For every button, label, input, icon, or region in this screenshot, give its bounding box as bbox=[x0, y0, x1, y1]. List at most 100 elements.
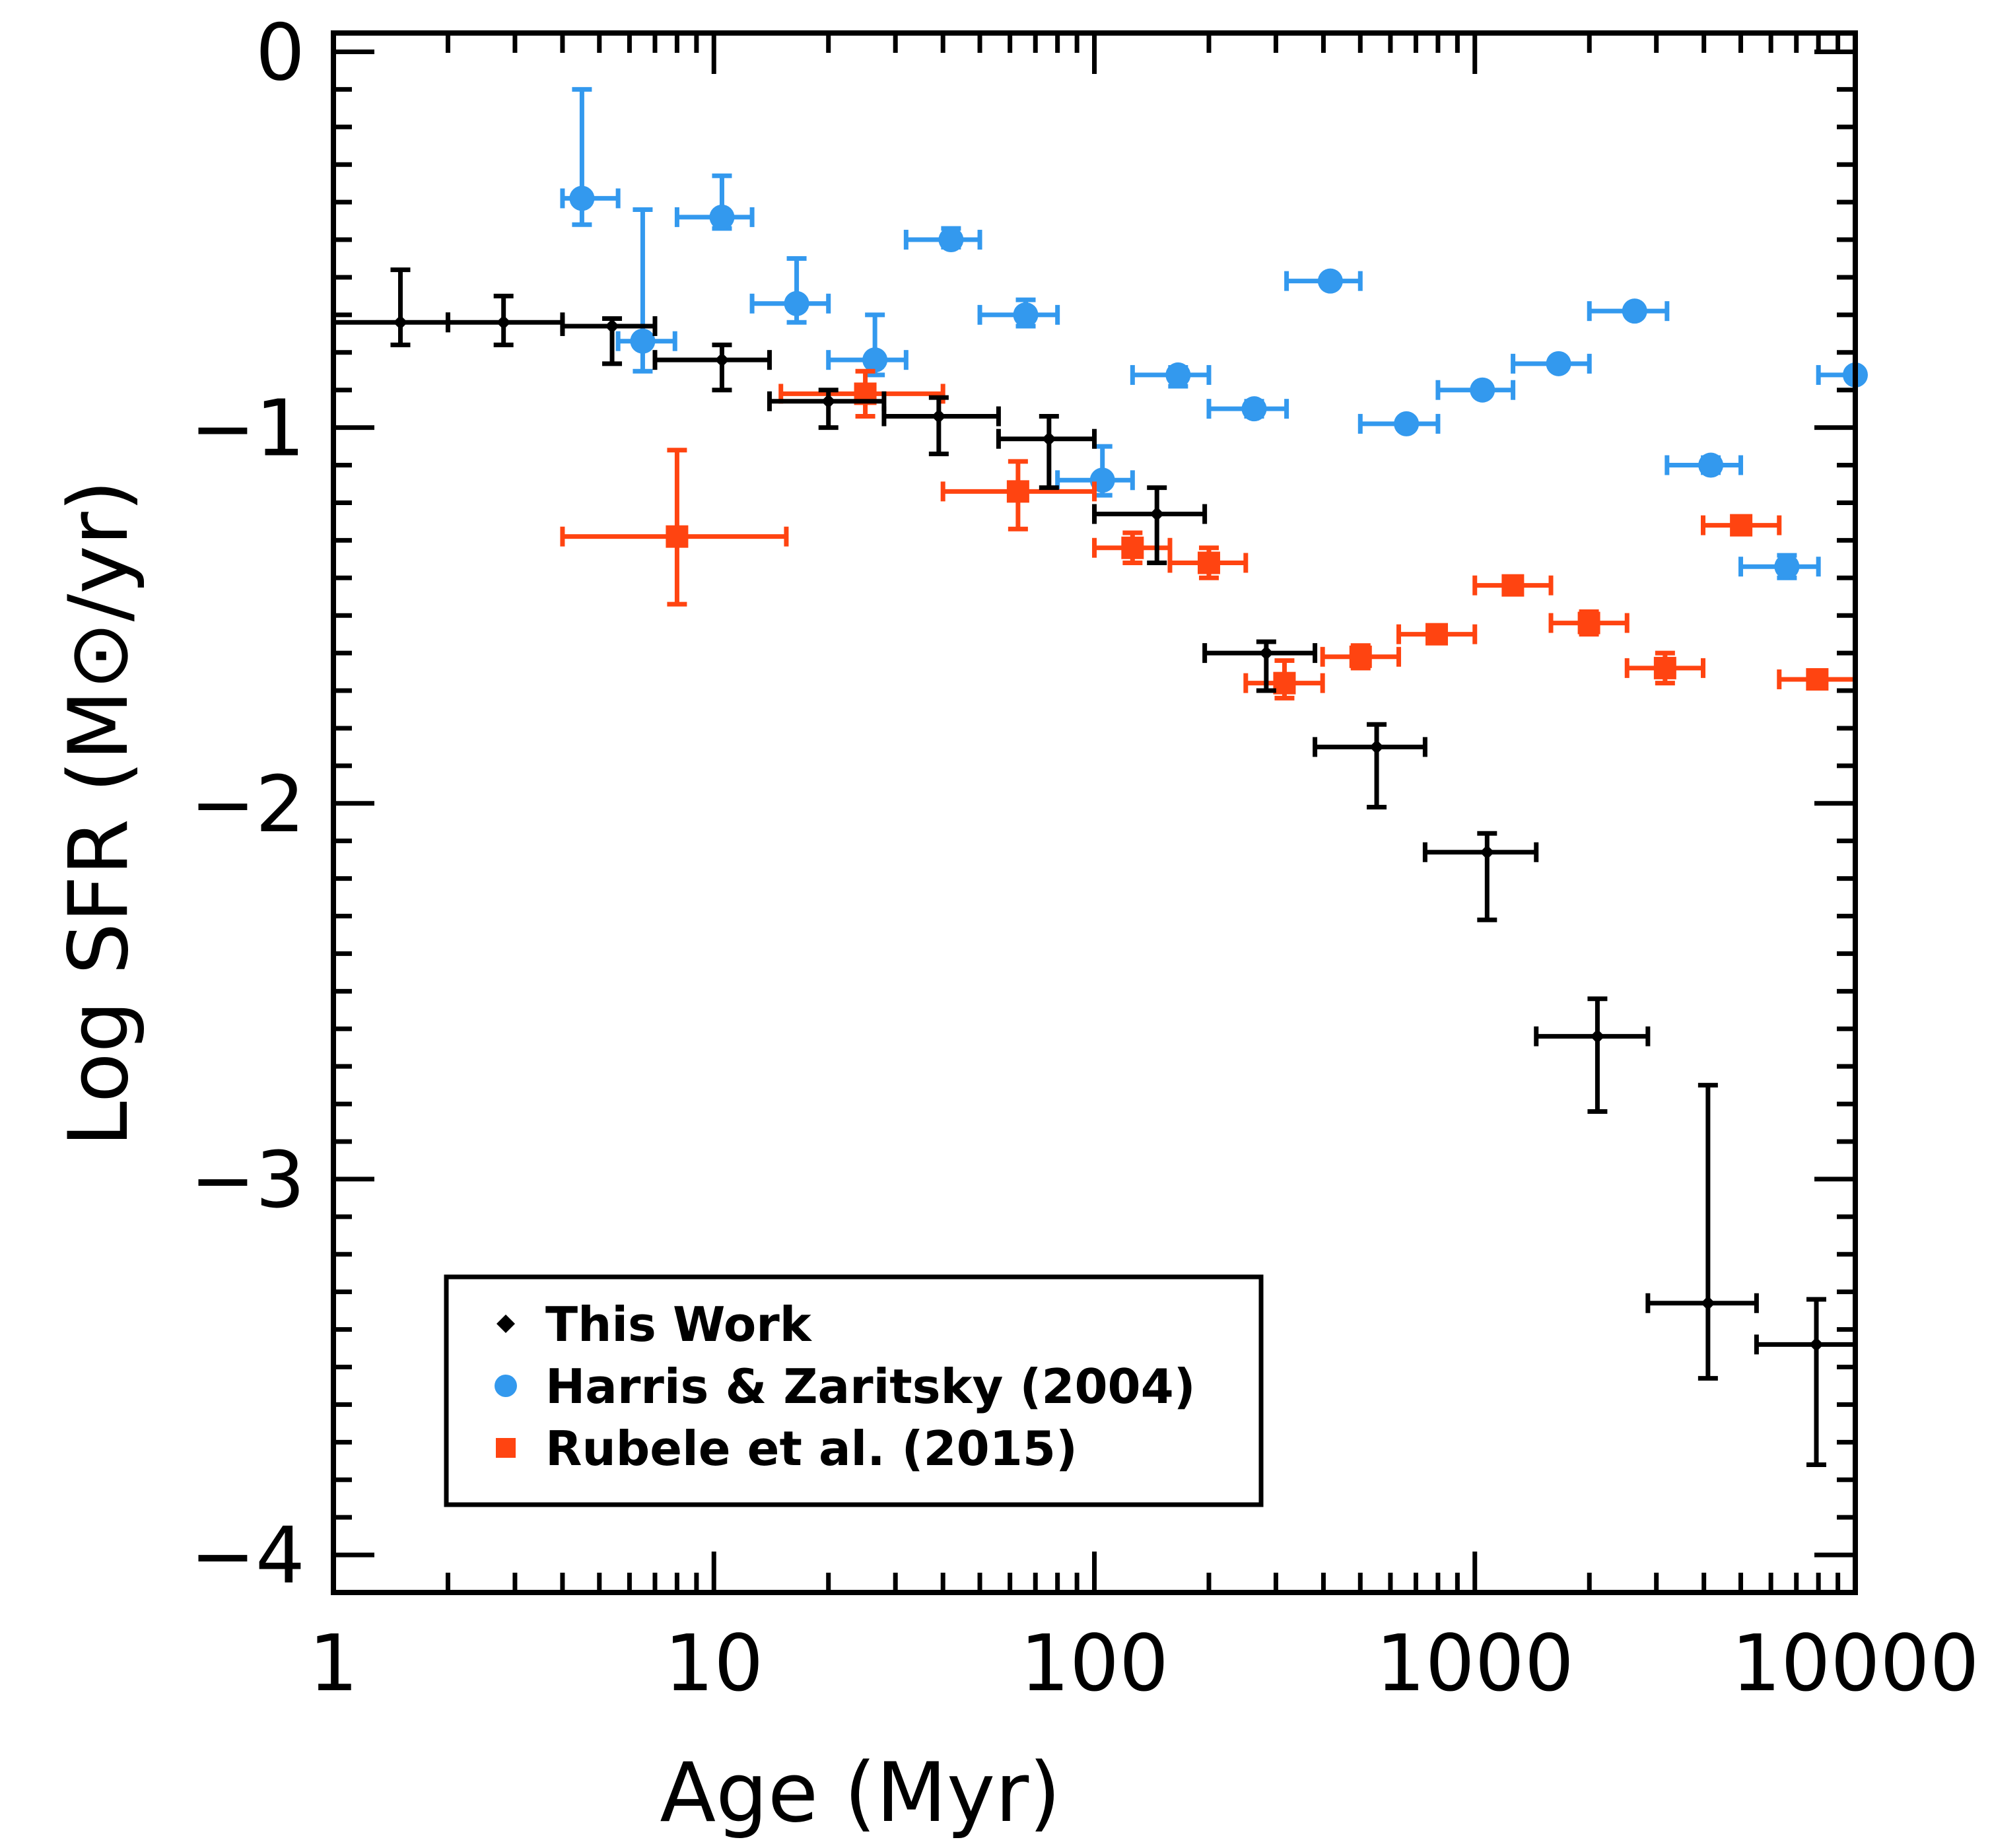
data-point bbox=[977, 297, 1060, 329]
marker-circle bbox=[630, 328, 656, 354]
data-point bbox=[826, 312, 909, 378]
marker-circle bbox=[1470, 377, 1495, 403]
data-point bbox=[881, 395, 1001, 456]
marker-diamond bbox=[1258, 646, 1274, 661]
marker-square bbox=[1806, 667, 1829, 691]
marker-square bbox=[1349, 645, 1372, 668]
data-point bbox=[1130, 362, 1212, 389]
data-point bbox=[749, 256, 831, 325]
y-tick-label: −3 bbox=[190, 1134, 305, 1225]
marker-circle bbox=[1394, 411, 1420, 436]
y-axis-title: Log SFR (M⊙/yr) bbox=[51, 480, 147, 1147]
data-point bbox=[560, 86, 621, 227]
marker-circle bbox=[1317, 268, 1343, 294]
legend-label: Rubele et al. (2015) bbox=[545, 1421, 1078, 1476]
marker-diamond bbox=[1480, 844, 1495, 860]
marker-circle bbox=[1013, 302, 1039, 327]
data-point bbox=[1511, 351, 1592, 376]
marker-circle bbox=[938, 227, 964, 253]
data-point bbox=[1738, 553, 1821, 580]
data-point bbox=[940, 459, 1097, 531]
data-point bbox=[1357, 411, 1441, 436]
data-point bbox=[1472, 574, 1554, 597]
data-point bbox=[445, 293, 565, 347]
x-tick-label: 100 bbox=[1020, 1618, 1169, 1709]
marker-circle bbox=[1622, 298, 1647, 324]
marker-circle bbox=[1774, 554, 1800, 580]
marker-diamond bbox=[714, 353, 730, 368]
marker-square bbox=[1273, 671, 1296, 695]
x-tick-label: 10000 bbox=[1731, 1618, 1979, 1709]
marker-circle bbox=[1698, 452, 1724, 478]
x-axis-title: Age (Myr) bbox=[660, 1746, 1060, 1841]
x-tick-label: 10 bbox=[664, 1618, 763, 1709]
legend-label: This Work bbox=[545, 1297, 813, 1352]
y-tick-label: −1 bbox=[190, 383, 305, 474]
marker-diamond bbox=[821, 394, 836, 409]
data-point bbox=[652, 342, 772, 393]
marker-diamond bbox=[1590, 1029, 1605, 1044]
data-point bbox=[996, 414, 1097, 491]
legend-box bbox=[444, 1274, 1264, 1507]
marker-square bbox=[1577, 611, 1600, 634]
data-point bbox=[1202, 639, 1318, 693]
data-series bbox=[331, 86, 1868, 1467]
data-point bbox=[1624, 650, 1705, 686]
axis-tick-labels: 1 10 100 1000 10000 0 −1 −2 −3 −4 bbox=[190, 7, 1979, 1709]
data-point bbox=[1664, 452, 1744, 478]
marker-diamond bbox=[1700, 1295, 1715, 1311]
marker-circle bbox=[1546, 351, 1571, 376]
data-point bbox=[1320, 643, 1402, 671]
series-rubele-et-al-2015- bbox=[560, 368, 1858, 701]
data-point bbox=[1092, 485, 1208, 566]
data-point bbox=[1313, 722, 1427, 809]
y-tick-label: −2 bbox=[190, 759, 305, 850]
data-point bbox=[1284, 268, 1363, 294]
data-point bbox=[1435, 377, 1516, 403]
data-point bbox=[1422, 831, 1539, 922]
marker-square bbox=[1653, 656, 1676, 679]
data-point bbox=[1548, 609, 1630, 637]
marker-circle bbox=[1241, 396, 1267, 422]
marker-diamond bbox=[393, 315, 408, 330]
marker-square bbox=[1730, 514, 1753, 537]
x-tick-label: 1 bbox=[308, 1618, 358, 1709]
marker-square bbox=[666, 525, 689, 548]
marker-square bbox=[496, 1438, 516, 1458]
series-harris-zaritsky-2004- bbox=[560, 86, 1868, 580]
data-point bbox=[1243, 658, 1325, 701]
marker-diamond bbox=[931, 409, 946, 424]
data-point bbox=[1534, 996, 1651, 1114]
marker-circle bbox=[495, 1375, 517, 1397]
marker-square bbox=[1501, 574, 1525, 597]
marker-square bbox=[1121, 536, 1144, 559]
marker-diamond bbox=[1041, 431, 1056, 446]
legend-entry: This Work bbox=[497, 1297, 813, 1352]
marker-square bbox=[1006, 480, 1029, 503]
marker-diamond bbox=[1369, 739, 1385, 755]
marker-diamond bbox=[605, 318, 620, 333]
marker-circle bbox=[569, 186, 595, 211]
legend-entry: Rubele et al. (2015) bbox=[496, 1421, 1078, 1476]
data-point bbox=[1206, 396, 1289, 422]
legend-entry: Harris & Zaritsky (2004) bbox=[495, 1359, 1196, 1414]
marker-circle bbox=[862, 347, 888, 373]
marker-circle bbox=[1165, 362, 1191, 388]
y-tick-label: 0 bbox=[256, 7, 305, 98]
x-tick-label: 1000 bbox=[1376, 1618, 1574, 1709]
marker-diamond bbox=[1149, 506, 1165, 522]
legend-label: Harris & Zaritsky (2004) bbox=[545, 1359, 1196, 1414]
data-point bbox=[1396, 623, 1478, 646]
data-point bbox=[615, 207, 677, 374]
marker-circle bbox=[709, 204, 735, 230]
y-tick-label: −4 bbox=[190, 1510, 305, 1601]
plot-frame bbox=[331, 30, 1858, 1595]
data-point bbox=[1167, 545, 1249, 580]
axis-ticks bbox=[331, 33, 1855, 1595]
marker-square bbox=[1425, 623, 1449, 646]
data-point bbox=[674, 173, 755, 231]
legend: This Work Harris & Zaritsky (2004) Rubele … bbox=[444, 1274, 1264, 1507]
data-point bbox=[1587, 298, 1670, 324]
marker-diamond bbox=[1809, 1337, 1824, 1352]
